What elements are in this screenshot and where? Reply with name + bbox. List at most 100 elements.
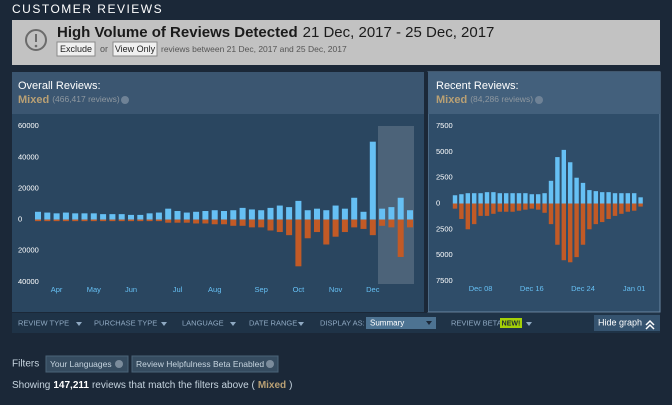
- filter-tag[interactable]: [45, 355, 129, 373]
- bar: [351, 197, 358, 220]
- bar: [174, 211, 181, 220]
- bar: [44, 212, 51, 220]
- x-tick-label: Dec 08: [469, 284, 493, 293]
- bar: [174, 219, 181, 223]
- filter-menu[interactable]: LANGUAGE: [182, 318, 224, 327]
- or-text: or: [100, 44, 108, 54]
- bar: [542, 203, 547, 213]
- bar: [574, 203, 579, 258]
- display-select[interactable]: [366, 317, 436, 329]
- bar: [529, 203, 534, 209]
- x-tick-label: Dec 16: [520, 284, 544, 293]
- help-icon[interactable]: [535, 96, 543, 104]
- bar: [580, 203, 586, 245]
- bar: [183, 219, 190, 223]
- bar: [44, 219, 51, 222]
- bar: [276, 205, 283, 220]
- bar: [632, 193, 637, 204]
- bar: [211, 219, 218, 225]
- remove-icon[interactable]: [115, 360, 123, 368]
- filter-tag-label[interactable]: Your Languages: [50, 359, 112, 369]
- new-label: NEW!: [502, 320, 521, 327]
- bar: [638, 197, 643, 204]
- bar: [165, 208, 172, 220]
- bar: [548, 180, 554, 204]
- remove-icon[interactable]: [266, 360, 274, 368]
- banner-note: reviews between 21 Dec, 2017 and 25 Dec,…: [161, 44, 347, 54]
- bar: [221, 211, 227, 220]
- bar: [248, 219, 255, 228]
- y-tick-label: 7500: [436, 276, 453, 285]
- warning-icon: [34, 44, 38, 48]
- bar: [484, 203, 490, 216]
- bar: [491, 203, 496, 214]
- bar: [542, 193, 547, 204]
- bar: [523, 193, 528, 204]
- x-tick-label: May: [87, 285, 101, 294]
- bar: [35, 211, 41, 220]
- bar: [183, 212, 190, 220]
- x-tick-label: Dec: [366, 285, 380, 294]
- warning-icon: [25, 29, 47, 51]
- bar: [128, 214, 134, 220]
- bar: [137, 219, 144, 222]
- panel-divider: [424, 72, 428, 312]
- bar: [459, 194, 464, 204]
- bar: [491, 192, 496, 204]
- bar: [369, 219, 376, 236]
- display-value[interactable]: Summary: [370, 319, 404, 328]
- bar: [332, 219, 339, 237]
- bar: [137, 214, 144, 220]
- bar: [388, 219, 395, 228]
- bar: [619, 193, 624, 204]
- exclude-button[interactable]: [56, 41, 96, 57]
- x-tick-label: Jan 01: [623, 284, 646, 293]
- x-tick-label: Apr: [51, 285, 63, 294]
- bar: [465, 193, 470, 204]
- bar: [128, 219, 134, 222]
- bar: [286, 207, 293, 220]
- bar: [561, 203, 566, 261]
- menu-arrow: [526, 322, 532, 326]
- bar: [497, 193, 502, 204]
- filter-tag-label[interactable]: Review Helpfulness Beta Enabled: [136, 359, 264, 369]
- y-tick-label: 20000: [18, 246, 39, 255]
- filter-tag[interactable]: [131, 355, 279, 373]
- hide-graph-label[interactable]: Hide graph: [598, 317, 642, 327]
- filter-menu[interactable]: PURCHASE TYPE: [94, 318, 157, 327]
- hide-graph-button[interactable]: [594, 315, 660, 331]
- bar: [351, 219, 358, 228]
- x-tick-label: Jun: [125, 285, 137, 294]
- bar: [304, 210, 311, 220]
- help-icon[interactable]: [121, 96, 129, 104]
- bar: [314, 219, 320, 233]
- filter-menu[interactable]: REVIEW TYPE: [18, 318, 69, 327]
- bar: [612, 193, 618, 204]
- section-title: CUSTOMER REVIEWS: [12, 2, 163, 16]
- bar: [625, 203, 630, 212]
- exclude-label[interactable]: Exclude: [60, 44, 92, 54]
- results-middle: reviews that match the filters above (: [92, 380, 256, 391]
- bar: [510, 203, 515, 212]
- collapse-icon: [645, 319, 655, 326]
- charts: 60000 40000 20000 0 20000 40000 Apr May Jun Jul Au…: [18, 121, 645, 294]
- bar: [323, 219, 330, 245]
- bar: [516, 193, 522, 204]
- bar: [72, 213, 79, 220]
- bar: [332, 205, 339, 220]
- menu-arrow: [230, 322, 236, 326]
- bar: [497, 203, 502, 212]
- beta-menu[interactable]: REVIEW BETA: [451, 318, 502, 327]
- bar: [360, 211, 367, 220]
- x-tick-label: Oct: [293, 285, 306, 294]
- results-rating: Mixed: [258, 380, 286, 391]
- bar: [606, 203, 611, 219]
- bar: [459, 203, 464, 219]
- view-only-label[interactable]: View Only: [115, 44, 156, 54]
- bar: [397, 219, 404, 257]
- y-tick-label: 20000: [18, 183, 39, 192]
- view-only-button[interactable]: [112, 41, 158, 57]
- filter-menu[interactable]: DATE RANGE: [249, 318, 297, 327]
- summary-label: Recent Reviews:: [436, 80, 519, 92]
- y-tick-label: 60000: [18, 121, 39, 130]
